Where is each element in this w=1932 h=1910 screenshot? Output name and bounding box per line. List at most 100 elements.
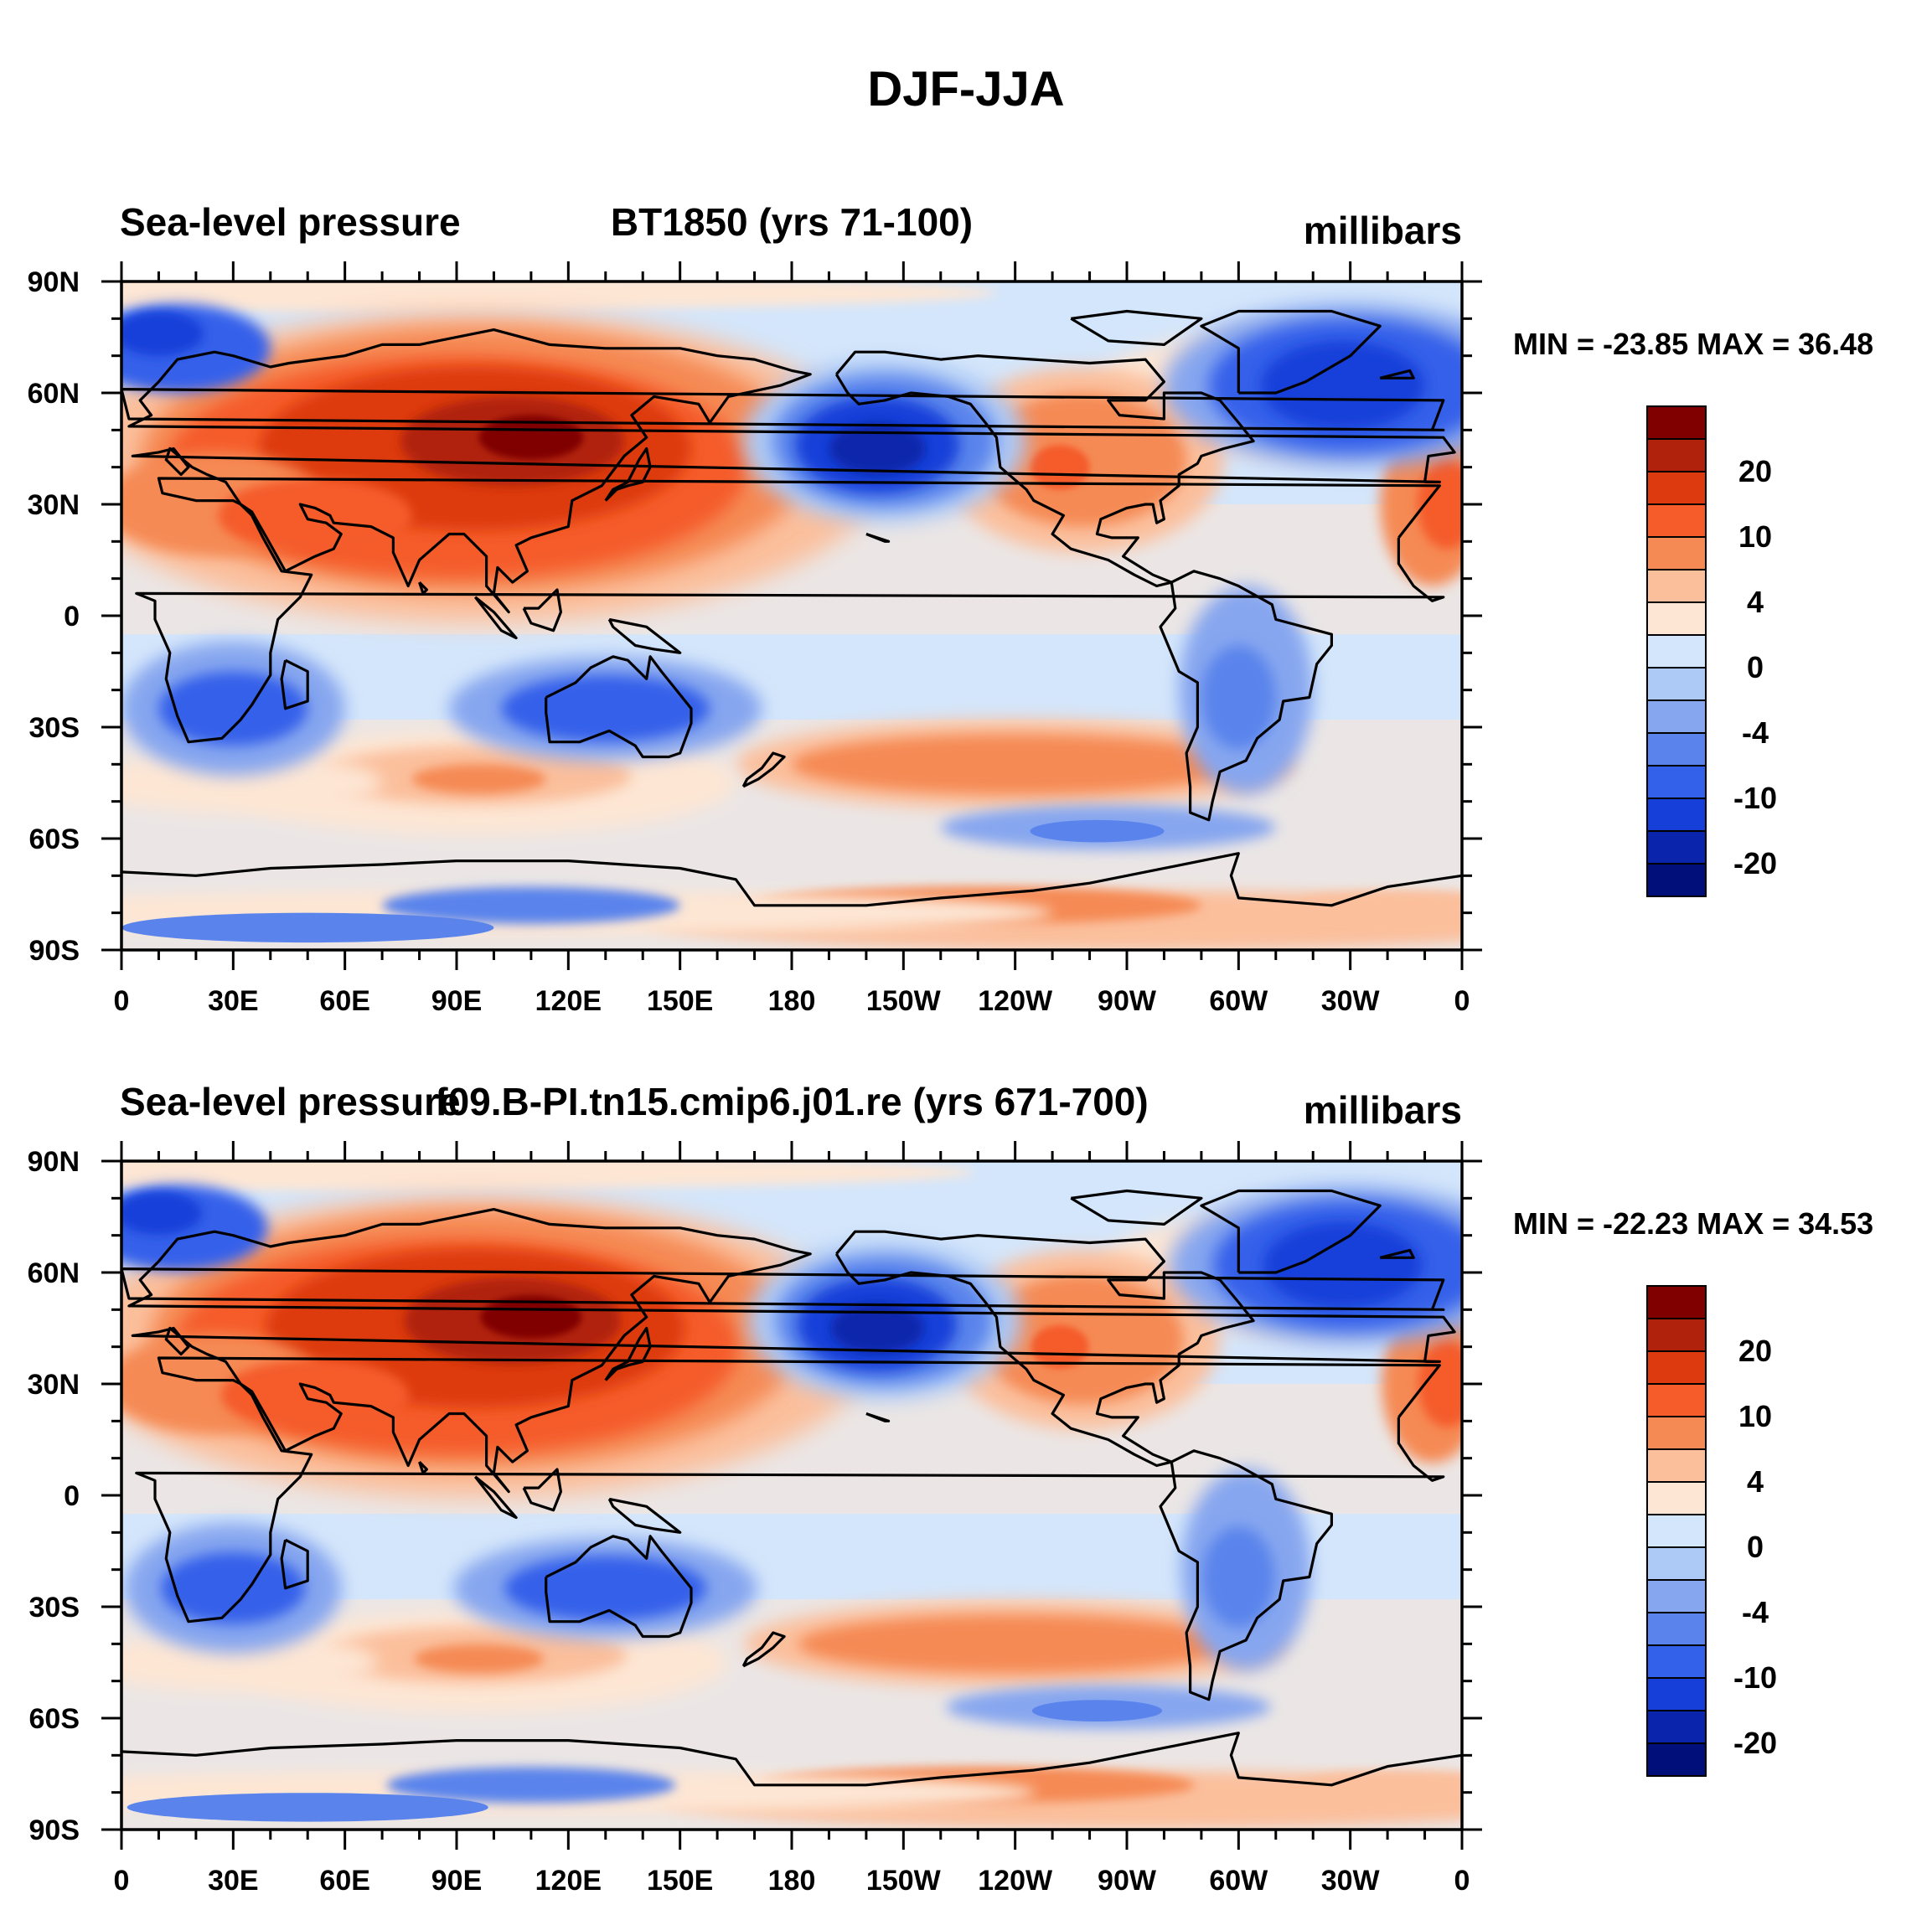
case-label: BT1850 (yrs 71-100) bbox=[610, 200, 974, 244]
colorbar-label: -4 bbox=[1742, 1595, 1769, 1629]
colorbar-swatch bbox=[1646, 405, 1707, 440]
anomaly-region bbox=[1202, 1526, 1275, 1628]
colorbar-label: 20 bbox=[1738, 454, 1772, 488]
anomaly-region bbox=[1031, 1700, 1163, 1722]
lon-tick-label: 120E bbox=[535, 985, 602, 1017]
lat-tick-label: 90S bbox=[29, 1814, 80, 1846]
colorbar-swatch bbox=[1646, 1416, 1707, 1450]
lat-tick-label: 60N bbox=[28, 1257, 80, 1289]
coastline bbox=[280, 658, 309, 710]
coastline bbox=[741, 1631, 786, 1668]
anomaly-region bbox=[1261, 340, 1425, 431]
colorbar-swatch bbox=[1646, 863, 1707, 897]
lon-tick-label: 0 bbox=[114, 1865, 130, 1897]
lat-tick-label: 90S bbox=[29, 935, 80, 967]
coastline bbox=[280, 1538, 309, 1590]
colorbar-swatch bbox=[1646, 503, 1707, 538]
colorbar-swatch bbox=[1646, 1514, 1707, 1548]
colorbar-swatch bbox=[1646, 1285, 1707, 1319]
anomaly-region bbox=[1294, 890, 1462, 921]
anomaly-region bbox=[478, 415, 584, 460]
lat-tick-label: 60S bbox=[29, 1703, 80, 1735]
ticks bbox=[101, 261, 1482, 970]
anomaly-region bbox=[411, 764, 546, 794]
lon-tick-label: 180 bbox=[768, 1865, 816, 1897]
colorbar-swatch bbox=[1646, 765, 1707, 799]
anomaly-region bbox=[1030, 819, 1165, 843]
colorbar-label: 20 bbox=[1738, 1334, 1772, 1368]
colorbar-swatch bbox=[1646, 1677, 1707, 1711]
colorbar-swatch bbox=[1646, 798, 1707, 832]
coastline bbox=[545, 1535, 693, 1639]
colorbar-swatch bbox=[1646, 634, 1707, 668]
colorbar-label: -10 bbox=[1733, 1660, 1777, 1695]
anomaly-region bbox=[218, 478, 412, 553]
panel-f09-b-pi: Sea-level pressure f09.B-PI.tn15.cmip6.j… bbox=[0, 1072, 1932, 1910]
coastline bbox=[418, 1460, 428, 1474]
lat-tick-label: 30S bbox=[29, 712, 80, 744]
lat-tick-label: 30N bbox=[28, 489, 80, 521]
lon-tick-label: 0 bbox=[1454, 985, 1470, 1017]
lon-tick-label: 90E bbox=[431, 1865, 483, 1897]
colorbar-swatch bbox=[1646, 1350, 1707, 1385]
anomaly-region bbox=[829, 422, 926, 475]
panel-bt1850: Sea-level pressure BT1850 (yrs 71-100) m… bbox=[0, 193, 1932, 1030]
anomaly-region bbox=[1201, 645, 1276, 750]
colorbar-swatch bbox=[1646, 1742, 1707, 1777]
coastline bbox=[1070, 309, 1203, 346]
coastline bbox=[604, 447, 652, 502]
coastline bbox=[1070, 1189, 1203, 1226]
anomaly-region bbox=[121, 1191, 203, 1235]
lon-tick-label: 0 bbox=[1454, 1865, 1470, 1897]
coastline bbox=[604, 1326, 652, 1381]
slp-field bbox=[121, 281, 1462, 950]
colorbar-swatch bbox=[1646, 536, 1707, 570]
colorbar-swatch bbox=[1646, 1448, 1707, 1483]
lon-tick-label: 120W bbox=[978, 985, 1053, 1017]
coastline bbox=[473, 596, 518, 640]
anomaly-region bbox=[127, 1793, 488, 1822]
lon-tick-label: 90W bbox=[1098, 985, 1157, 1017]
coastlines bbox=[121, 309, 1462, 907]
anomaly-region bbox=[121, 311, 204, 356]
case-label: f09.B-PI.tn15.cmip6.j01.re (yrs 671-700) bbox=[435, 1080, 1149, 1123]
lat-tick-label: 90N bbox=[28, 266, 80, 298]
coastline bbox=[607, 1497, 682, 1534]
anomaly-region bbox=[121, 1634, 378, 1691]
anomaly-region bbox=[121, 912, 494, 943]
lat-tick-label: 90N bbox=[28, 1146, 80, 1178]
colorbar-label: -20 bbox=[1733, 1726, 1777, 1760]
coastline bbox=[865, 532, 891, 543]
coastline bbox=[865, 1412, 891, 1422]
coastline bbox=[135, 1356, 1445, 1624]
colorbar-label: 4 bbox=[1747, 1464, 1764, 1499]
anomaly-region bbox=[830, 1303, 925, 1354]
colorbar: 20 10 4 0 -4 -10 -20 bbox=[1646, 405, 1777, 897]
colorbar-swatch bbox=[1646, 699, 1707, 734]
colorbar-label: 10 bbox=[1738, 1399, 1772, 1433]
lat-tick-label: 30N bbox=[28, 1369, 80, 1401]
colorbar-swatch bbox=[1646, 1318, 1707, 1352]
anomaly-region bbox=[1031, 1324, 1089, 1369]
variable-label: Sea-level pressure bbox=[120, 1080, 461, 1123]
anomaly-region bbox=[386, 1767, 676, 1804]
coastline bbox=[545, 655, 693, 759]
min-max-label: MIN = -23.85 MAX = 36.48 bbox=[1513, 327, 1874, 361]
coastline bbox=[607, 617, 682, 654]
coastline bbox=[418, 581, 428, 595]
colorbar-swatch bbox=[1646, 1481, 1707, 1515]
anomaly-region bbox=[161, 1551, 306, 1624]
coastline bbox=[1379, 1248, 1415, 1259]
figure-title: DJF-JJA bbox=[867, 62, 1065, 116]
lon-tick-label: 30W bbox=[1321, 1865, 1381, 1897]
map-plot: 0 30E 60E 90E 120E 150E 180 150W 120W 90W 60W 30W 0 9… bbox=[28, 261, 1482, 1017]
colorbar-label: 4 bbox=[1747, 585, 1764, 619]
units-label: millibars bbox=[1303, 209, 1462, 252]
anomaly-region bbox=[480, 1295, 582, 1340]
coastline bbox=[1159, 1449, 1333, 1701]
colorbar-swatch bbox=[1646, 438, 1707, 472]
lon-tick-label: 150E bbox=[647, 985, 713, 1017]
coastline bbox=[1200, 309, 1382, 395]
lon-tick-label: 60E bbox=[319, 1865, 370, 1897]
colorbar-swatch bbox=[1646, 1644, 1707, 1679]
